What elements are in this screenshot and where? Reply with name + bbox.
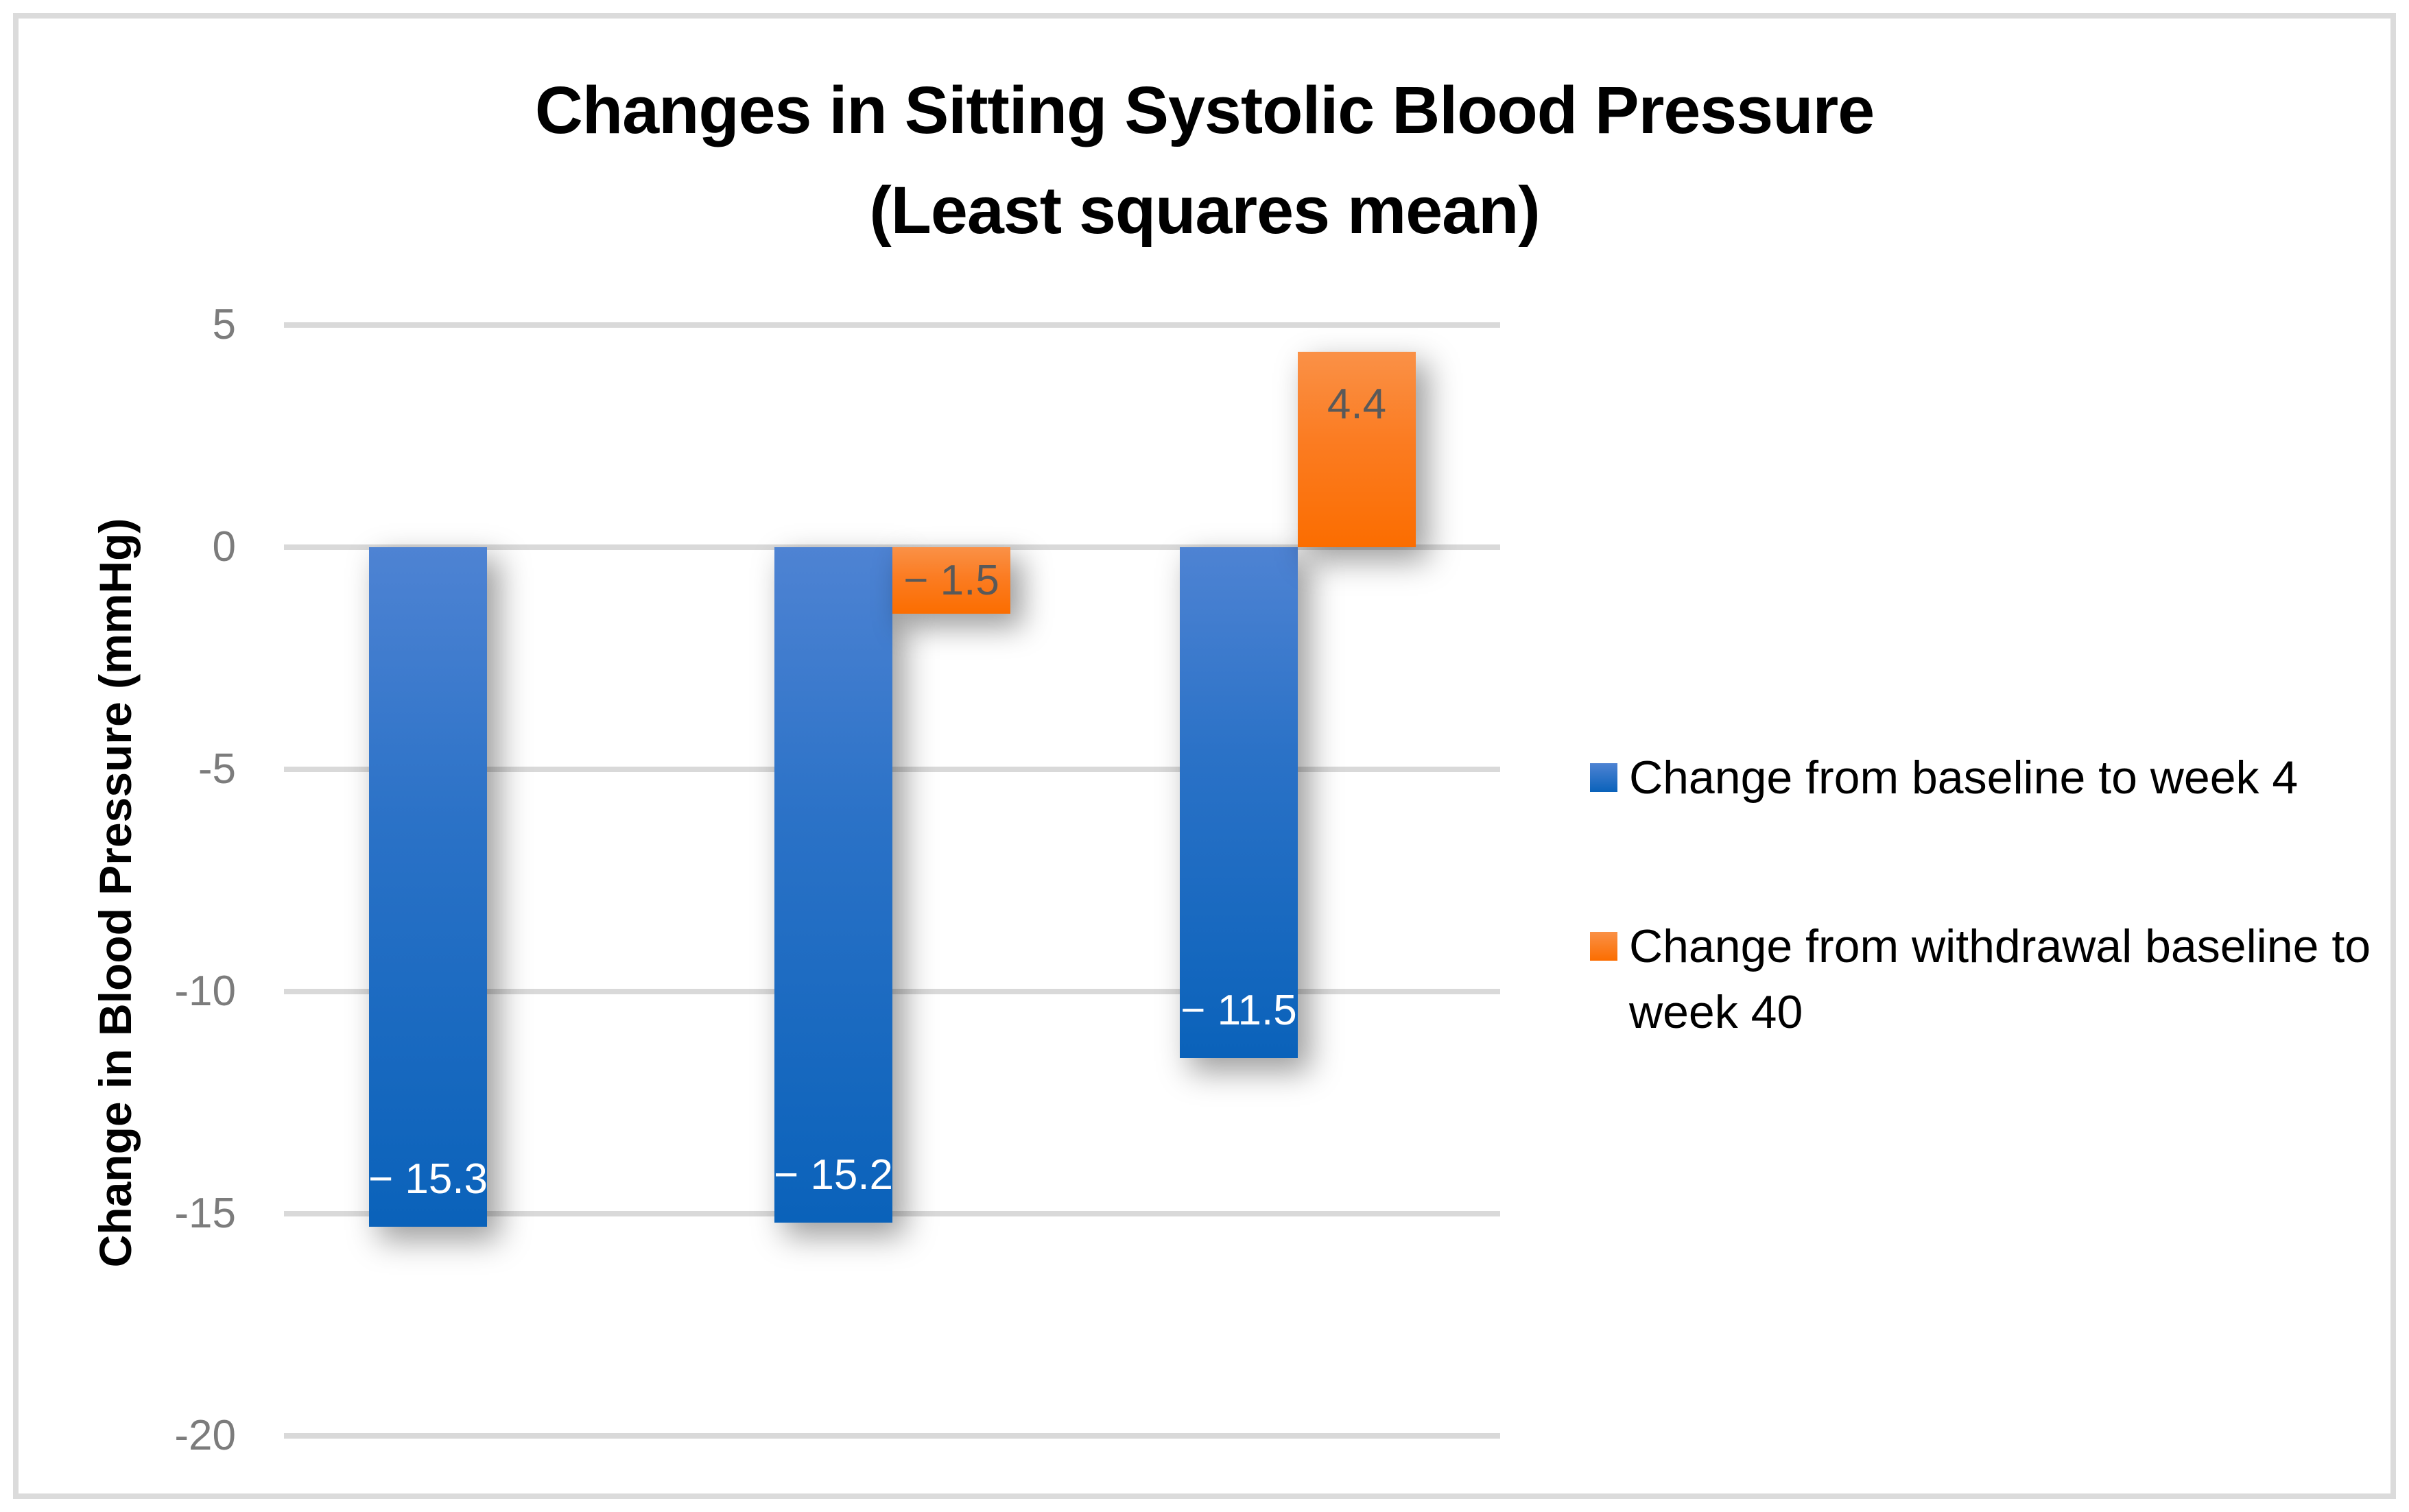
chart-title-line1: Changes in Sitting Systolic Blood Pressu… (534, 73, 1875, 147)
gridline-y--20 (284, 1433, 1500, 1439)
bar-week4-group2: − 15.2 (774, 547, 893, 1223)
y-tick-label--10: -10 (174, 968, 236, 1015)
bar-week40-group3: 4.4 (1298, 352, 1416, 547)
legend-swatch-blue (1590, 763, 1617, 792)
bar-data-label: − 11.5 (1180, 987, 1297, 1034)
legend-swatch-orange (1590, 932, 1617, 961)
legend: Change from baseline to week 4 Change fr… (1590, 745, 2393, 1045)
chart-title-line2: (Least squares mean) (869, 173, 1540, 248)
bar-data-label: − 15.2 (773, 1151, 894, 1199)
legend-item-week4: Change from baseline to week 4 (1590, 745, 2393, 811)
chart-title: Changes in Sitting Systolic Blood Pressu… (0, 60, 2409, 261)
legend-label: Change from baseline to week 4 (1629, 752, 2299, 804)
gridline-y-5 (284, 322, 1500, 328)
y-tick-label-0: 0 (212, 523, 236, 571)
y-tick-label-5: 5 (212, 301, 236, 348)
bar-data-label: 4.4 (1327, 381, 1387, 428)
y-tick-label--15: -15 (174, 1190, 236, 1237)
bar-week4-group1: − 15.3 (368, 547, 488, 1227)
y-tick-label--5: -5 (198, 745, 236, 793)
legend-label: Change from withdrawal baseline to week … (1629, 920, 2371, 1038)
legend-item-week40: Change from withdrawal baseline to week … (1590, 913, 2393, 1045)
y-axis-title: Change in Blood Pressure (mmHg) (90, 518, 141, 1268)
bar-data-label: − 1.5 (903, 556, 999, 604)
bar-data-label: − 15.3 (368, 1155, 488, 1203)
frame-border (13, 13, 2396, 1499)
bar-week40-group2: − 1.5 (892, 547, 1010, 614)
y-tick-label--20: -20 (174, 1412, 236, 1459)
bar-week4-group3: − 11.5 (1180, 547, 1298, 1058)
